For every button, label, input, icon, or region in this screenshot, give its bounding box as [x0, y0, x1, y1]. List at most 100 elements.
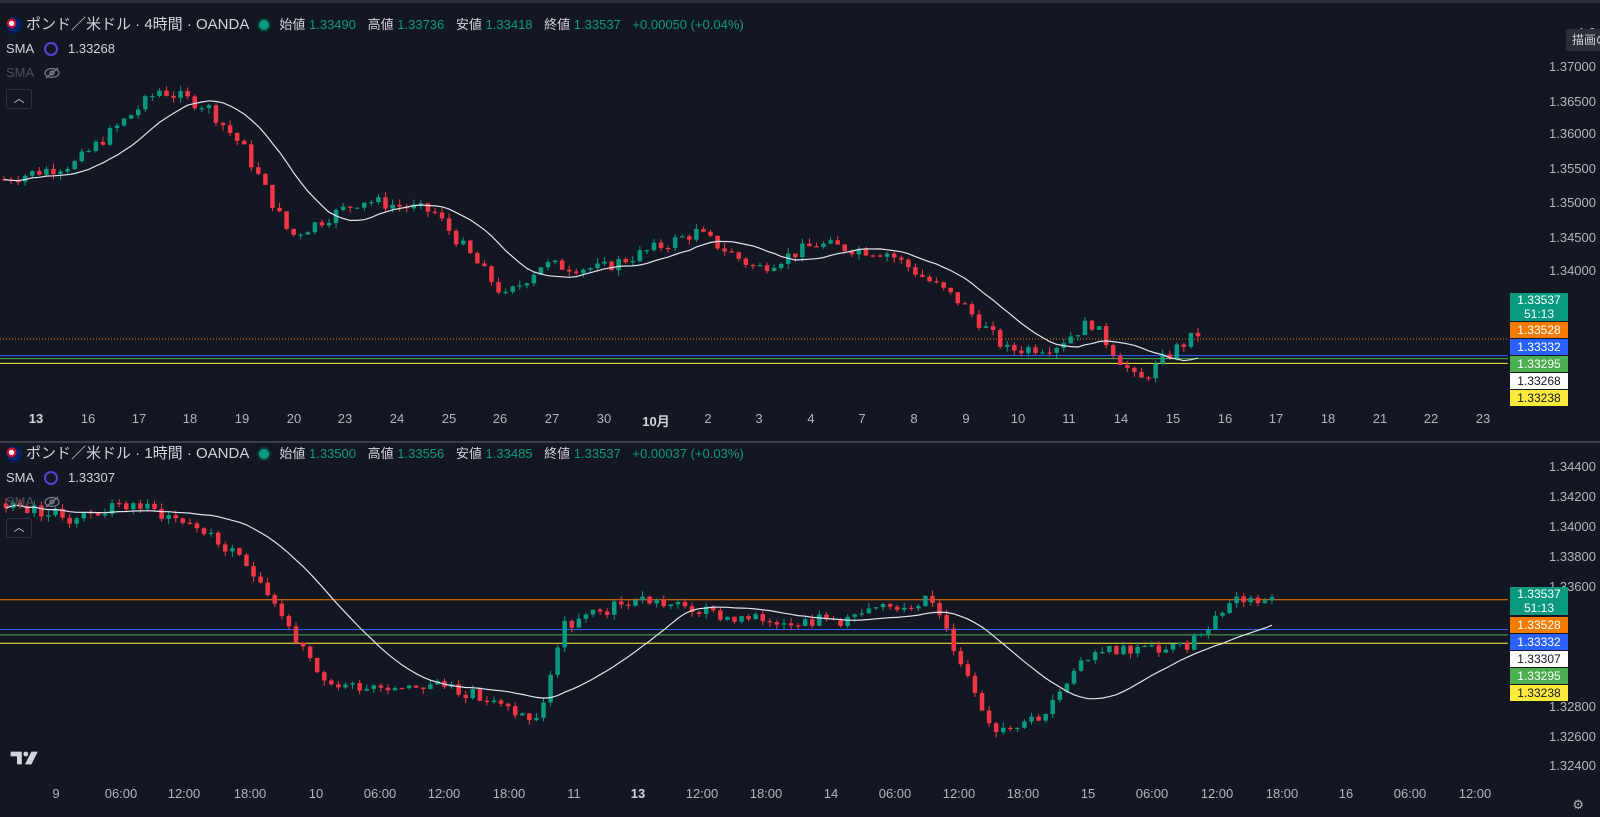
- candle-body[interactable]: [411, 204, 417, 209]
- candle-body[interactable]: [355, 207, 360, 209]
- candle-body[interactable]: [955, 292, 961, 304]
- candle-body[interactable]: [1121, 645, 1126, 655]
- candle-body[interactable]: [326, 223, 332, 226]
- candle-body[interactable]: [696, 612, 702, 614]
- candle-body[interactable]: [185, 91, 190, 97]
- price-line-tag[interactable]: 1.33528: [1510, 617, 1568, 633]
- candle-body[interactable]: [1015, 727, 1020, 730]
- candle-body[interactable]: [682, 601, 688, 607]
- candle-body[interactable]: [597, 609, 603, 612]
- candle-body[interactable]: [845, 616, 850, 626]
- candle-body[interactable]: [58, 171, 63, 175]
- candle-body[interactable]: [711, 606, 716, 611]
- candle-body[interactable]: [619, 601, 624, 605]
- candle-body[interactable]: [958, 651, 964, 665]
- candle-body[interactable]: [588, 268, 593, 270]
- candle-body[interactable]: [590, 609, 596, 615]
- candle-body[interactable]: [95, 513, 101, 516]
- candle-body[interactable]: [718, 610, 723, 620]
- candle-body[interactable]: [866, 608, 872, 614]
- candle-body[interactable]: [385, 687, 391, 691]
- candle-body[interactable]: [1022, 721, 1027, 728]
- candle-body[interactable]: [79, 151, 84, 162]
- candle-body[interactable]: [654, 599, 659, 604]
- candle-body[interactable]: [194, 523, 200, 529]
- candle-body[interactable]: [397, 204, 402, 207]
- candle-body[interactable]: [15, 181, 21, 183]
- candle-body[interactable]: [906, 259, 911, 268]
- candle-body[interactable]: [378, 685, 384, 688]
- candle-body[interactable]: [941, 282, 946, 288]
- candle-body[interactable]: [555, 647, 560, 675]
- candle-body[interactable]: [425, 203, 431, 212]
- candle-body[interactable]: [131, 503, 136, 510]
- candle-body[interactable]: [392, 687, 398, 691]
- candle-body[interactable]: [1167, 354, 1172, 359]
- candle-body[interactable]: [767, 621, 773, 623]
- candle-body[interactable]: [1008, 727, 1013, 730]
- candle-body[interactable]: [651, 242, 657, 251]
- candle-body[interactable]: [901, 607, 907, 610]
- candle-body[interactable]: [166, 515, 171, 519]
- candle-body[interactable]: [180, 518, 186, 523]
- candle-body[interactable]: [732, 616, 737, 622]
- candle-body[interactable]: [665, 247, 671, 250]
- candle-body[interactable]: [517, 285, 523, 287]
- candle-body[interactable]: [899, 257, 904, 260]
- candle-body[interactable]: [30, 170, 35, 176]
- symbol-title[interactable]: ポンド／米ドル · 4時間 · OANDA: [26, 16, 250, 33]
- candle-body[interactable]: [887, 604, 893, 607]
- candle-body[interactable]: [227, 125, 233, 133]
- candle-body[interactable]: [722, 248, 727, 252]
- candle-body[interactable]: [206, 105, 212, 109]
- candle-body[interactable]: [128, 115, 134, 119]
- candle-body[interactable]: [566, 269, 572, 272]
- candle-body[interactable]: [637, 250, 643, 262]
- candle-body[interactable]: [793, 253, 798, 258]
- candle-body[interactable]: [421, 687, 426, 689]
- candle-body[interactable]: [237, 548, 242, 555]
- candle-body[interactable]: [1068, 336, 1074, 344]
- candle-body[interactable]: [1149, 645, 1155, 647]
- price-line-tag[interactable]: 1.33268: [1510, 373, 1568, 389]
- candle-body[interactable]: [258, 576, 263, 583]
- eye-off-icon[interactable]: [44, 496, 60, 508]
- candle-body[interactable]: [687, 236, 692, 240]
- chart-pane-1h[interactable]: ポンド／米ドル · 1時間 · OANDA 始値 1.33500 高値 1.33…: [0, 441, 1600, 817]
- candle-body[interactable]: [689, 606, 695, 613]
- candle-body[interactable]: [201, 528, 207, 535]
- candle-body[interactable]: [1255, 597, 1261, 604]
- candle-body[interactable]: [307, 646, 313, 659]
- candle-body[interactable]: [293, 626, 299, 643]
- candle-body[interactable]: [1184, 642, 1190, 650]
- candle-body[interactable]: [997, 329, 1003, 347]
- candle-body[interactable]: [286, 615, 292, 627]
- candle-body[interactable]: [383, 197, 388, 209]
- candle-body[interactable]: [164, 90, 169, 96]
- indicator-row-sma-2[interactable]: SMA: [6, 490, 744, 514]
- candle-body[interactable]: [927, 276, 932, 282]
- candle-body[interactable]: [86, 150, 92, 153]
- candle-body[interactable]: [616, 259, 621, 271]
- candle-body[interactable]: [1000, 727, 1006, 733]
- candle-body[interactable]: [1248, 597, 1254, 603]
- candle-body[interactable]: [1128, 645, 1133, 654]
- candle-body[interactable]: [32, 505, 37, 514]
- time-axis-4h[interactable]: 13 16 17 18 19 20 23 24 25 26 27 30 10月 2 3 4 7 8 9 10 11 14 1…: [0, 411, 1508, 431]
- candle-body[interactable]: [1096, 326, 1102, 330]
- candle-body[interactable]: [545, 262, 551, 268]
- candle-body[interactable]: [432, 211, 438, 213]
- candle-body[interactable]: [24, 506, 30, 514]
- time-axis-1h[interactable]: 9 06:00 12:00 18:00 10 06:00 12:00 18:00 11 13 12:…: [0, 786, 1508, 806]
- candle-body[interactable]: [979, 692, 985, 711]
- candle-body[interactable]: [1040, 352, 1045, 354]
- candle-body[interactable]: [484, 700, 490, 703]
- candle-body[interactable]: [576, 618, 582, 628]
- candle-body[interactable]: [1114, 645, 1119, 655]
- candle-body[interactable]: [171, 95, 176, 98]
- candle-body[interactable]: [489, 266, 494, 283]
- candle-body[interactable]: [496, 282, 501, 293]
- symbol-row[interactable]: ポンド／米ドル · 4時間 · OANDA 始値 1.33490 高値 1.33…: [6, 13, 744, 37]
- candle-body[interactable]: [1195, 332, 1201, 337]
- chart-pane-4h[interactable]: ポンド／米ドル · 4時間 · OANDA 始値 1.33490 高値 1.33…: [0, 0, 1600, 440]
